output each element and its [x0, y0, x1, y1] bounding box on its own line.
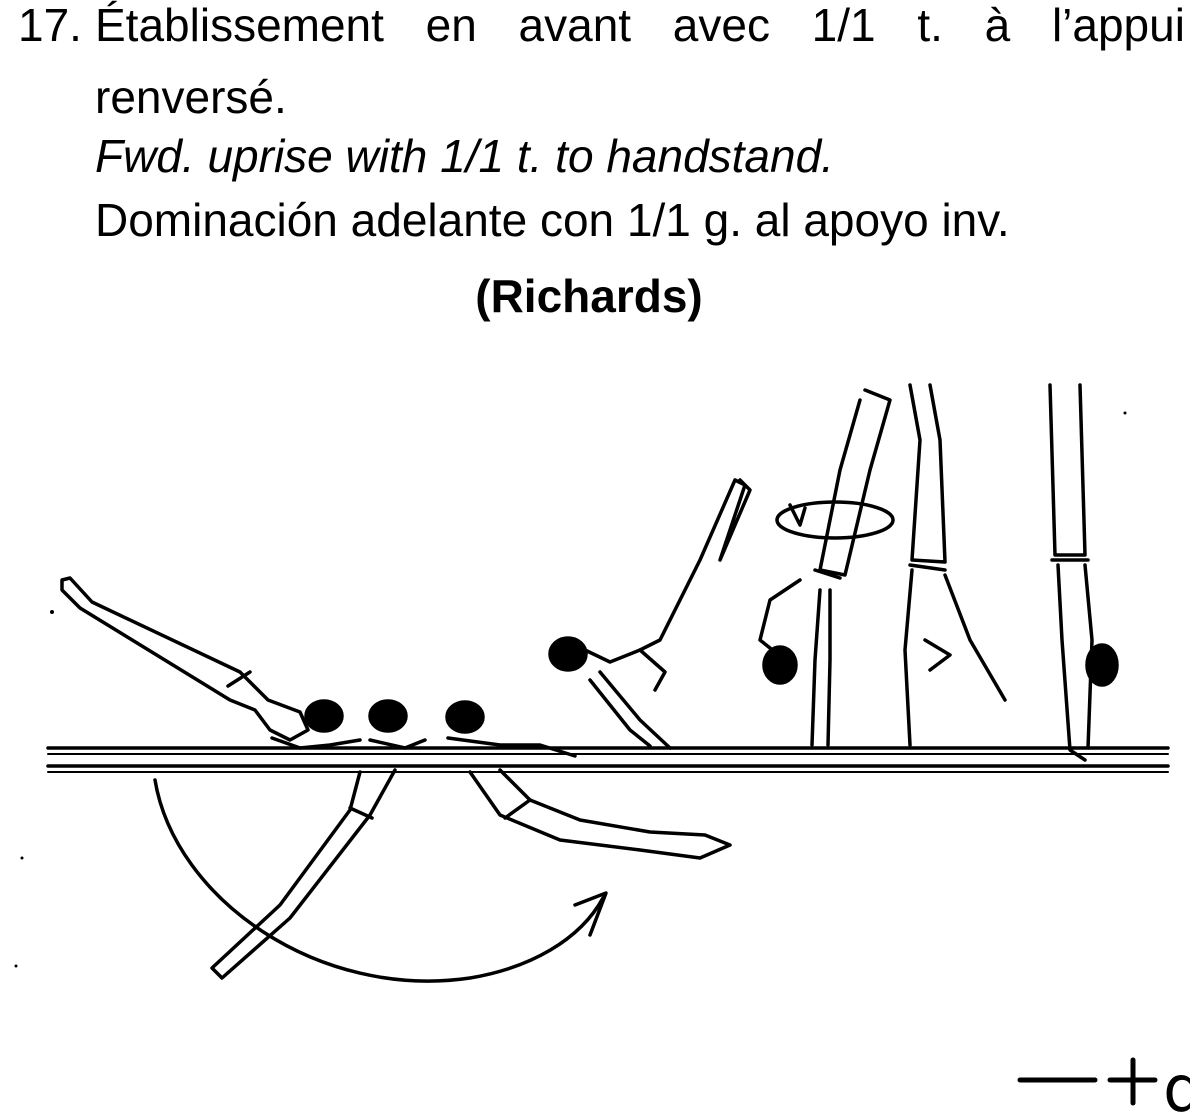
french-word: l’appui	[1051, 0, 1185, 51]
parallel-bars	[46, 746, 1170, 773]
gymnast-figure-3	[445, 700, 732, 860]
french-word: Établissement	[95, 0, 384, 51]
french-word: à	[984, 0, 1011, 51]
french-word: avec	[672, 0, 770, 51]
symbol-letter: d	[1163, 1053, 1190, 1115]
french-word: t.	[917, 0, 943, 51]
french-title-line-1: Établissement en avant avec 1/1 t. à l’a…	[95, 2, 1185, 48]
gymnast-figure-7	[1048, 383, 1119, 762]
french-word: 1/1	[811, 0, 876, 51]
gymnast-figure-5	[758, 388, 895, 747]
spanish-title: Dominación adelante con 1/1 g. al apoyo …	[95, 194, 1010, 246]
english-title: Fwd. uprise with 1/1 t. to handstand.	[95, 130, 834, 182]
french-word: avant	[518, 0, 632, 51]
swing-arrow-icon	[153, 778, 608, 983]
french-title-line-2: renversé.	[95, 71, 287, 123]
element-symbol-icon: d	[1017, 1053, 1190, 1115]
gymnast-figure-2	[210, 699, 427, 980]
gymnast-figure-1	[60, 576, 362, 750]
element-name: (Richards)	[475, 270, 703, 322]
gymnast-figure-4	[548, 478, 752, 750]
element-number: 17.	[18, 0, 82, 51]
gymnast-figure-6	[903, 383, 1007, 747]
french-word: en	[425, 0, 477, 51]
